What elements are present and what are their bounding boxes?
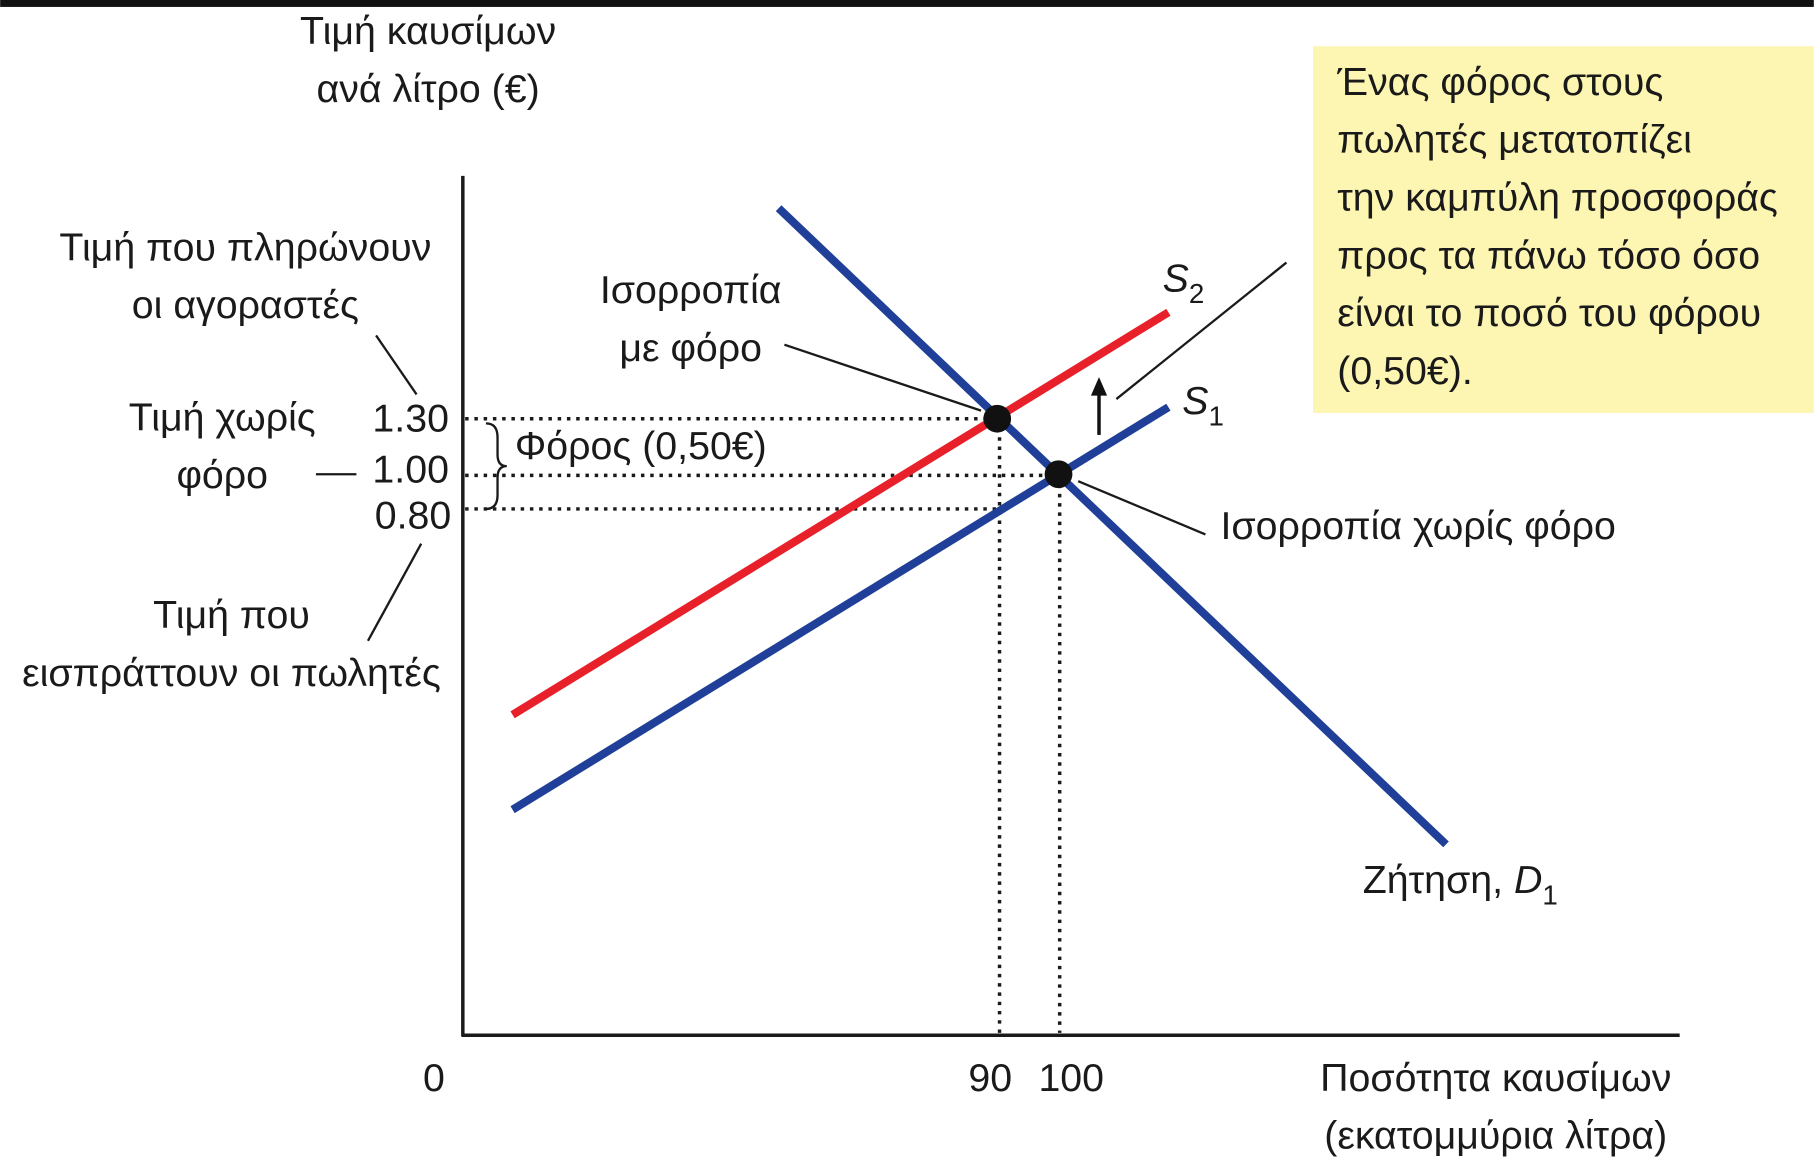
leader: [375, 334, 418, 396]
buyers-price-label: Τιμή που πληρώνουν: [59, 225, 431, 269]
x-axis-label: (εκατομμύρια λίτρα): [1324, 1114, 1667, 1158]
price-no-tax-label: Τιμή χωρίς: [129, 395, 316, 439]
eq-tax-label: Ισορροπία: [600, 268, 782, 312]
arrow-head: [1090, 377, 1108, 396]
s2-label: S2: [1163, 256, 1205, 309]
x-tick-label: 100: [1038, 1056, 1104, 1100]
supply-2: [510, 308, 1171, 719]
leader: [366, 543, 423, 642]
note-text: προς τα πάνω τόσο όσο: [1337, 233, 1760, 277]
note-text: είναι το ποσό του φόρου: [1337, 291, 1761, 335]
demand: [775, 205, 1449, 848]
tax-brace: [485, 422, 507, 511]
y-axis-label: ανά λίτρο (€): [317, 67, 540, 111]
y-tick-label: 1.30: [372, 396, 449, 440]
leader: [1115, 261, 1288, 400]
equilibrium-no-tax: [1044, 460, 1073, 489]
d1-label: Ζήτηση, D1: [1363, 858, 1558, 911]
eq-tax-label: με φόρο: [619, 326, 762, 370]
x-axis-label: Ποσότητα καυσίμων: [1320, 1056, 1671, 1100]
note-text: την καμπύλη προσφοράς: [1337, 176, 1778, 220]
top-bar: [0, 0, 1814, 7]
leader: [784, 343, 982, 412]
note-text: (0,50€).: [1337, 349, 1472, 393]
equilibrium-tax: [983, 404, 1012, 433]
x-tick-label: 90: [968, 1056, 1012, 1100]
sellers-price-label: εισπράττουν οι πωλητές: [22, 651, 441, 695]
y-axis-label: Τιμή καυσίμων: [300, 9, 556, 53]
y-tick-label: 1.00: [372, 447, 449, 491]
leader: [1077, 480, 1206, 536]
tax-label: Φόρος (0,50€): [515, 424, 767, 468]
price-no-tax-label: φόρο: [176, 453, 268, 497]
y-tick-label: 0.80: [375, 494, 452, 538]
origin-label: 0: [423, 1056, 445, 1100]
note-box: [1312, 46, 1814, 413]
note-text: πωλητές μετατοπίζει: [1337, 118, 1692, 162]
eq-no-tax-label: Ισορροπία χωρίς φόρο: [1220, 504, 1615, 548]
buyers-price-label: οι αγοραστές: [132, 283, 359, 327]
s1-label: S1: [1182, 379, 1224, 432]
note-text: Ένας φόρος στους: [1336, 60, 1663, 104]
sellers-price-label: Τιμή που: [153, 593, 310, 637]
